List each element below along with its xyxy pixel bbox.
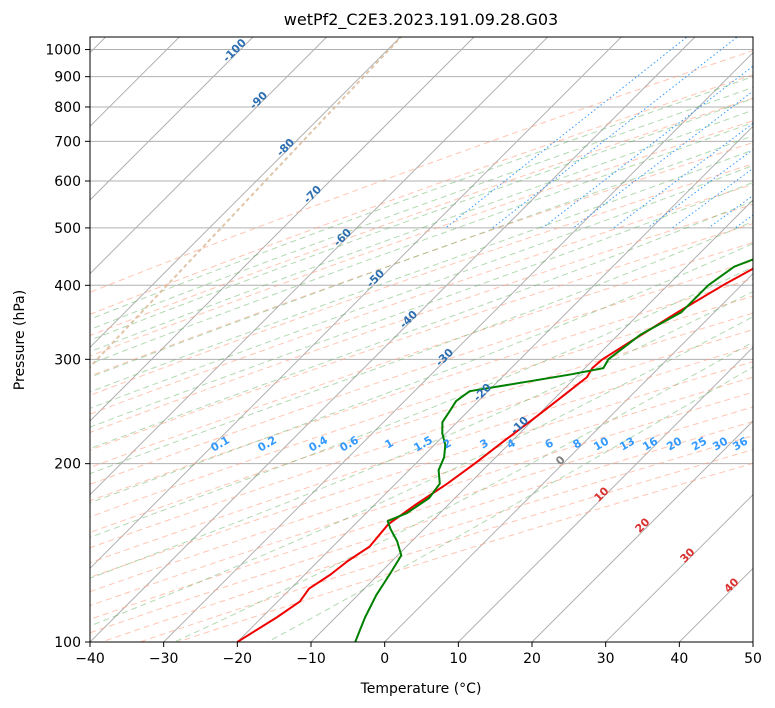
y-tick-label: 900 — [54, 70, 81, 86]
dry-adiabat-line — [90, 361, 753, 578]
isotherm-line — [90, 37, 623, 570]
dry-adiabat-line — [90, 97, 753, 337]
isotherm-line — [457, 346, 753, 642]
isotherm-line — [90, 37, 328, 275]
dry-adiabat-line — [90, 391, 753, 607]
isotherm-line — [90, 37, 402, 349]
x-tick-label: 20 — [523, 651, 541, 667]
isotherm-line — [90, 37, 549, 496]
thermo-lines — [90, 37, 753, 642]
y-axis-ticks: 1000 900 800 700 600 500 400 300 200 100 — [45, 43, 90, 651]
y-tick-label: 400 — [54, 278, 81, 294]
dry-adiabat-line — [90, 329, 753, 549]
moist-adiabat-line — [174, 341, 753, 642]
plot-frame — [89, 36, 754, 643]
y-tick-label: 300 — [54, 352, 81, 368]
dry-adiabat-line — [90, 142, 753, 377]
temperature-profile — [236, 267, 753, 642]
moist-adiabat-line — [90, 98, 753, 341]
profile-series — [236, 258, 753, 642]
x-tick-label: −20 — [223, 651, 253, 667]
isotherm-line — [383, 272, 753, 642]
mixing-ratio-line — [672, 167, 753, 229]
dry-adiabat-line — [90, 163, 753, 396]
chart-title: wetPf2_C2E3.2023.191.09.28.G03 — [284, 10, 558, 30]
x-tick-label: −30 — [149, 651, 179, 667]
isotherm-line — [531, 420, 753, 642]
isotherm-line — [90, 37, 696, 642]
x-tick-label: 10 — [449, 651, 467, 667]
mixing-ratio-line — [492, 37, 738, 229]
y-tick-label: 1000 — [45, 43, 81, 59]
y-tick-label: 700 — [54, 134, 81, 150]
isotherm-line — [236, 125, 753, 642]
dry-adiabat-line — [90, 120, 753, 357]
x-axis-ticks: −40 −30 −20 −10 0 10 20 30 40 50 — [75, 642, 762, 667]
x-axis-label: Temperature (°C) — [360, 681, 482, 697]
y-tick-label: 800 — [54, 100, 81, 116]
mixing-ratio-line — [542, 65, 753, 229]
isotherm-line — [162, 51, 753, 642]
moist-adiabat-line — [90, 164, 753, 409]
dry-adiabat-line — [90, 50, 753, 293]
x-tick-label: −10 — [296, 651, 326, 667]
y-tick-label: 100 — [54, 635, 81, 651]
dry-adiabat-line — [90, 203, 753, 433]
isotherm-line — [310, 199, 753, 642]
isotherm-line — [90, 37, 254, 201]
x-tick-label: −40 — [75, 651, 105, 667]
y-tick-label: 200 — [54, 457, 81, 473]
guide-curve — [90, 37, 403, 369]
dry-adiabat-line — [90, 241, 753, 469]
mixing-ratio-line — [445, 37, 688, 229]
y-tick-label: 500 — [54, 221, 81, 237]
dry-adiabat-line — [90, 260, 753, 485]
isotherm-line — [90, 37, 475, 422]
moist-adiabat-line — [90, 149, 753, 393]
y-axis-label: Pressure (hPa) — [12, 290, 28, 390]
moist-adiabat-line — [90, 86, 753, 331]
dry-adiabat-line — [90, 295, 753, 518]
x-tick-label: 40 — [670, 651, 688, 667]
x-tick-label: 30 — [597, 651, 615, 667]
mixing-ratio-line — [613, 122, 753, 229]
isotherm-line — [604, 493, 753, 642]
y-tick-label: 600 — [54, 174, 81, 190]
x-tick-label: 0 — [380, 651, 389, 667]
dewpoint-profile — [354, 258, 753, 642]
moist-adiabat-line — [90, 242, 753, 504]
x-tick-label: 50 — [744, 651, 762, 667]
moist-adiabat-line — [90, 220, 753, 475]
